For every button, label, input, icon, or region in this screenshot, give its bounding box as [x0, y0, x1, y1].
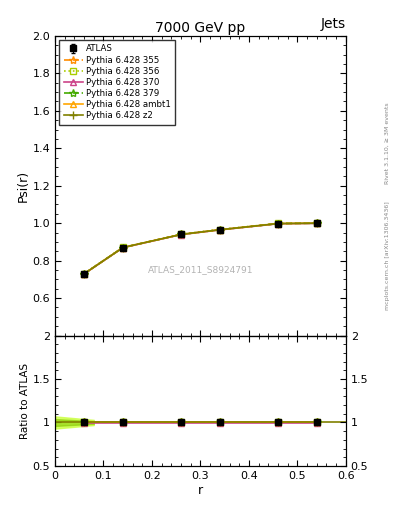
Pythia 6.428 356: [82, 270, 86, 276]
Pythia 6.428 ambt1: [314, 220, 319, 226]
Line: Pythia 6.428 z2: Pythia 6.428 z2: [80, 219, 321, 278]
Pythia 6.428 355: [121, 244, 125, 250]
Text: ATLAS_2011_S8924791: ATLAS_2011_S8924791: [148, 265, 253, 274]
Pythia 6.428 370: [179, 231, 184, 238]
Pythia 6.428 356: [217, 226, 222, 232]
Pythia 6.428 379: [275, 221, 280, 227]
Pythia 6.428 355: [82, 271, 86, 277]
Y-axis label: Psi(r): Psi(r): [17, 169, 29, 202]
Pythia 6.428 ambt1: [82, 271, 86, 277]
Pythia 6.428 379: [82, 271, 86, 277]
Pythia 6.428 379: [179, 231, 184, 238]
Pythia 6.428 355: [217, 227, 222, 233]
Pythia 6.428 z2: [314, 220, 319, 226]
X-axis label: r: r: [198, 483, 203, 497]
Text: Jets: Jets: [321, 17, 346, 31]
Pythia 6.428 ambt1: [121, 244, 125, 250]
Pythia 6.428 379: [121, 244, 125, 250]
Pythia 6.428 ambt1: [179, 231, 184, 238]
Pythia 6.428 356: [275, 220, 280, 226]
Pythia 6.428 370: [82, 271, 86, 277]
Pythia 6.428 355: [275, 221, 280, 227]
Pythia 6.428 355: [179, 231, 184, 238]
Line: Pythia 6.428 379: Pythia 6.428 379: [80, 219, 321, 278]
Y-axis label: Ratio to ATLAS: Ratio to ATLAS: [20, 362, 30, 439]
Pythia 6.428 ambt1: [217, 227, 222, 233]
Line: Pythia 6.428 370: Pythia 6.428 370: [81, 220, 320, 278]
Text: mcplots.cern.ch [arXiv:1306.3436]: mcplots.cern.ch [arXiv:1306.3436]: [385, 202, 389, 310]
Pythia 6.428 z2: [179, 231, 184, 238]
Pythia 6.428 z2: [82, 271, 86, 277]
Line: Pythia 6.428 355: Pythia 6.428 355: [80, 219, 321, 278]
Line: Pythia 6.428 356: Pythia 6.428 356: [81, 220, 320, 276]
Pythia 6.428 379: [217, 227, 222, 233]
Pythia 6.428 z2: [121, 244, 125, 250]
Pythia 6.428 370: [314, 220, 319, 226]
Legend: ATLAS, Pythia 6.428 355, Pythia 6.428 356, Pythia 6.428 370, Pythia 6.428 379, P: ATLAS, Pythia 6.428 355, Pythia 6.428 35…: [59, 40, 175, 125]
Pythia 6.428 356: [179, 231, 184, 237]
Pythia 6.428 379: [314, 220, 319, 226]
Pythia 6.428 370: [275, 221, 280, 227]
Pythia 6.428 370: [217, 227, 222, 233]
Pythia 6.428 z2: [275, 221, 280, 227]
Pythia 6.428 ambt1: [275, 221, 280, 227]
Title: 7000 GeV pp: 7000 GeV pp: [155, 20, 246, 35]
Pythia 6.428 370: [121, 245, 125, 251]
Pythia 6.428 z2: [217, 227, 222, 233]
Pythia 6.428 356: [314, 220, 319, 226]
Text: Rivet 3.1.10, ≥ 3M events: Rivet 3.1.10, ≥ 3M events: [385, 102, 389, 184]
Pythia 6.428 355: [314, 220, 319, 226]
Line: Pythia 6.428 ambt1: Pythia 6.428 ambt1: [81, 220, 320, 277]
Pythia 6.428 356: [121, 244, 125, 250]
